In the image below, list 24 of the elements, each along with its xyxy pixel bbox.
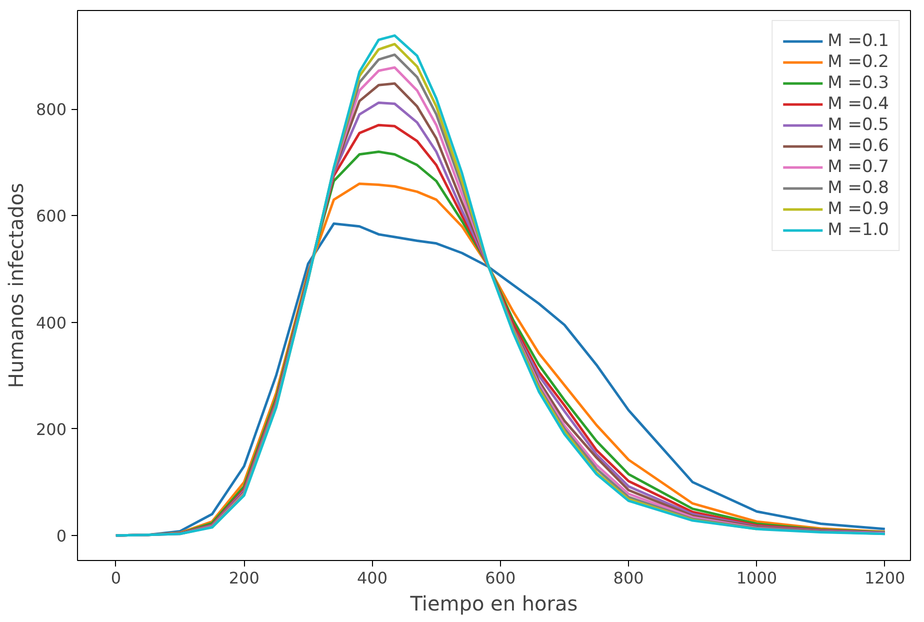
- y-axis-title: Humanos infectados: [4, 182, 28, 388]
- x-axis-title: Tiempo en horas: [409, 592, 578, 616]
- x-tick-label: 0: [110, 568, 122, 588]
- legend-label: M =0.8: [828, 178, 889, 198]
- legend-label: M =0.6: [828, 136, 889, 156]
- legend-label: M =0.2: [828, 52, 889, 72]
- y-tick-label: 200: [36, 420, 67, 439]
- y-tick-label: 400: [36, 313, 67, 332]
- x-tick-label: 1000: [736, 568, 778, 588]
- legend-label: M =0.9: [828, 199, 889, 219]
- legend-label: M =0.5: [828, 115, 889, 135]
- y-tick-label: 0: [56, 526, 67, 546]
- legend-label: M =0.4: [828, 94, 889, 114]
- x-tick-label: 200: [228, 568, 260, 588]
- x-tick-label: 800: [613, 568, 644, 588]
- legend-label: M =0.7: [828, 157, 889, 177]
- x-tick-label: 400: [356, 568, 388, 588]
- x-tick-label: 600: [485, 568, 516, 588]
- y-tick-label: 800: [36, 100, 67, 120]
- legend-label: M =0.3: [828, 73, 889, 93]
- x-tick-label: 1200: [864, 568, 906, 588]
- y-tick-label: 600: [36, 206, 67, 226]
- legend-label: M =1.0: [828, 220, 889, 240]
- legend-label: M =0.1: [828, 31, 889, 51]
